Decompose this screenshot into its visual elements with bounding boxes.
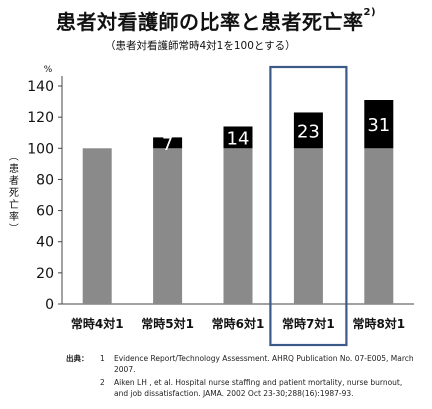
x-tick-label: 常時8対1 (352, 316, 405, 331)
chart-subtitle: （患者対看護師常時4対1を100とする） (105, 40, 296, 52)
x-tick-label: 常時5対1 (141, 316, 194, 331)
chart-axes: 0 20 40 60 80 100 120 140% （ 患者死亡率） (7, 65, 414, 313)
highlight-box (269, 65, 348, 347)
bar-increase (223, 126, 253, 149)
footnote-1: 出典： 1 Evidence Report/Technology Assessm… (66, 354, 414, 375)
x-tick-label: 常時6対1 (212, 316, 265, 331)
y-tick-label: 40 (36, 235, 54, 251)
y-axis-label-char: ） (7, 223, 19, 233)
chart-title: 患者対看護師の比率と患者死亡率2) (0, 6, 432, 35)
y-tick-label: 60 (36, 204, 54, 220)
y-tick-label: 120 (27, 110, 54, 126)
y-axis-label-char: 者 (9, 175, 19, 187)
chart-title-text: 患者対看護師の比率と患者死亡率 (55, 10, 364, 34)
bar-baseline (82, 148, 112, 304)
bar-chart: 0 20 40 60 80 100 120 140% （ 患者死亡率） 常時4対1 7 常時5対1 14… (7, 65, 414, 347)
bar-increase (153, 137, 183, 149)
x-tick-label: 常時7対1 (282, 316, 335, 331)
bar-data-label: 31 (367, 115, 390, 136)
x-tick-label: 常時4対1 (71, 316, 124, 331)
y-axis-label-char: 患 (9, 163, 19, 175)
bar-baseline (293, 148, 323, 304)
footnote-heading: 出典： (66, 354, 89, 363)
y-axis-label-char: 亡 (9, 198, 19, 211)
y-axis-label-char: 率 (9, 210, 19, 223)
footnote-text: Aiken LH , et al. Hospital nurse staffin… (114, 378, 403, 398)
bar-data-label: 23 (297, 121, 320, 142)
y-tick-label: 80 (36, 172, 54, 188)
y-unit-label: % (44, 65, 53, 75)
bar-increase (364, 100, 394, 149)
y-tick-label: 100 (27, 141, 54, 157)
footnote-number: 1 (100, 354, 105, 363)
chart-bars (82, 100, 394, 304)
y-tick-label: 140 (27, 79, 54, 95)
bar-baseline (364, 148, 394, 304)
y-tick-label: 0 (45, 297, 54, 313)
y-tick-label: 20 (36, 266, 54, 282)
footnotes: 出典： 1 Evidence Report/Technology Assessm… (66, 354, 414, 399)
title-reference-mark: 2) (363, 7, 377, 18)
bar-data-label: 14 (227, 128, 250, 149)
bar-increase (293, 112, 323, 149)
footnote-text: Evidence Report/Technology Assessment. A… (114, 354, 414, 374)
footnote-number: 2 (100, 378, 105, 387)
y-axis-label-char: 死 (9, 188, 19, 199)
chart-labels: 常時4対1 7 常時5対1 14 常時6対1 23 常時7対1 31 常時8対1 (71, 65, 405, 347)
bar-data-label: 7 (162, 134, 173, 155)
y-axis-label-char: （ (7, 151, 19, 161)
bar-baseline (223, 148, 253, 304)
footnote-2: 2 Aiken LH , et al. Hospital nurse staff… (66, 378, 414, 399)
bar-baseline (153, 148, 183, 304)
